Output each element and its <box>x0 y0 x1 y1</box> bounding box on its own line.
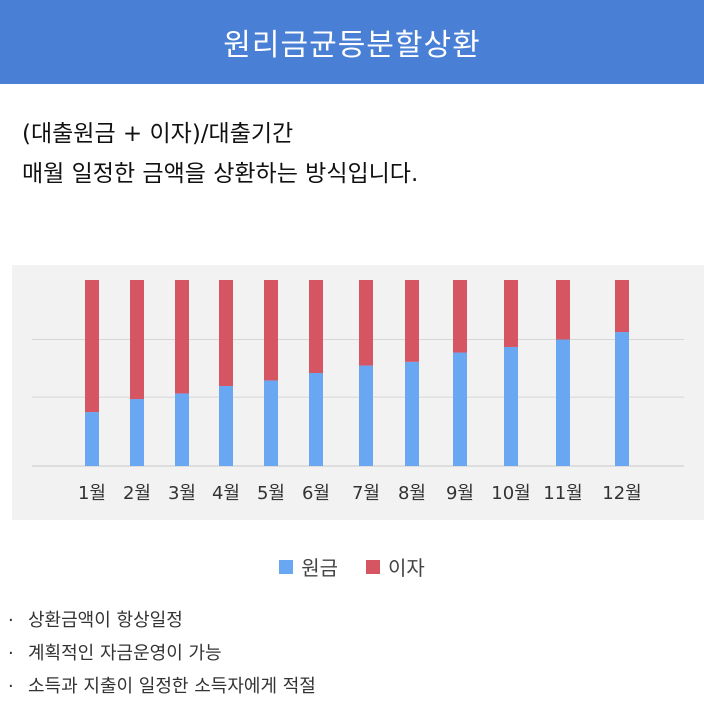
x-tick-label: 12월 <box>602 483 641 504</box>
bar-interest <box>615 280 629 333</box>
bar-interest <box>309 280 323 373</box>
x-tick-label: 2월 <box>123 483 151 504</box>
x-tick-label: 3월 <box>168 483 196 504</box>
bar-principal <box>359 365 373 466</box>
feature-item: 소득과 지출이 일정한 소득자에게 적절 <box>8 670 316 703</box>
bar-interest <box>175 280 189 394</box>
bar-principal <box>556 339 570 466</box>
stacked-bar-chart: 1월 2월 3월 4월 5월 6월 7월 8월 9월 10월 11월 12월 <box>32 280 684 504</box>
x-tick-label: 9월 <box>446 483 474 504</box>
x-tick-label: 7월 <box>352 483 380 504</box>
bar-interest <box>264 280 278 381</box>
bar-principal <box>130 399 144 466</box>
bar-interest <box>359 280 373 366</box>
bar-principal <box>615 332 629 466</box>
x-tick-label: 6월 <box>302 483 330 504</box>
bar-principal <box>219 386 233 466</box>
legend-item-interest: 이자 <box>366 552 425 581</box>
page-title: 원리금균등분할상환 <box>223 28 481 63</box>
chart-legend: 원금 이자 <box>0 552 704 581</box>
x-tick-label: 11월 <box>543 483 582 504</box>
feature-item: 계획적인 자금운영이 가능 <box>8 637 316 670</box>
feature-item: 상환금액이 항상일정 <box>8 604 316 637</box>
bar-interest <box>130 280 144 400</box>
bar-principal <box>309 373 323 466</box>
bar-principal <box>504 346 518 466</box>
x-tick-label: 8월 <box>398 483 426 504</box>
bar-principal <box>175 393 189 466</box>
bar-principal <box>264 380 278 466</box>
bar-interest <box>556 280 570 340</box>
bar-interest <box>453 280 467 353</box>
x-tick-label: 4월 <box>212 483 240 504</box>
legend-label-principal: 원금 <box>301 556 338 580</box>
legend-swatch-principal <box>279 559 294 574</box>
description-text: 매월 일정한 금액을 상환하는 방식입니다. <box>22 161 419 187</box>
chart-panel: 1월 2월 3월 4월 5월 6월 7월 8월 9월 10월 11월 12월 <box>12 265 704 520</box>
x-tick-label: 10월 <box>491 483 530 504</box>
legend-swatch-interest <box>366 559 380 574</box>
legend-label-interest: 이자 <box>388 556 425 580</box>
bar-interest <box>85 280 99 413</box>
description: (대출원금 + 이자)/대출기간 매월 일정한 금액을 상환하는 방식입니다. <box>22 114 418 194</box>
description-formula: (대출원금 + 이자)/대출기간 <box>22 121 294 147</box>
bar-principal <box>405 361 419 466</box>
bar-interest <box>219 280 233 387</box>
bar-principal <box>453 352 467 466</box>
bar-interest <box>504 280 518 347</box>
legend-item-principal: 원금 <box>279 552 338 581</box>
bar-interest <box>405 280 419 362</box>
x-tick-label: 5월 <box>257 483 285 504</box>
bar-principal <box>85 412 99 466</box>
x-tick-label: 1월 <box>78 483 106 504</box>
feature-list: 상환금액이 항상일정 계획적인 자금운영이 가능 소득과 지출이 일정한 소득자… <box>8 604 316 703</box>
page-header: 원리금균등분할상환 <box>0 0 704 84</box>
